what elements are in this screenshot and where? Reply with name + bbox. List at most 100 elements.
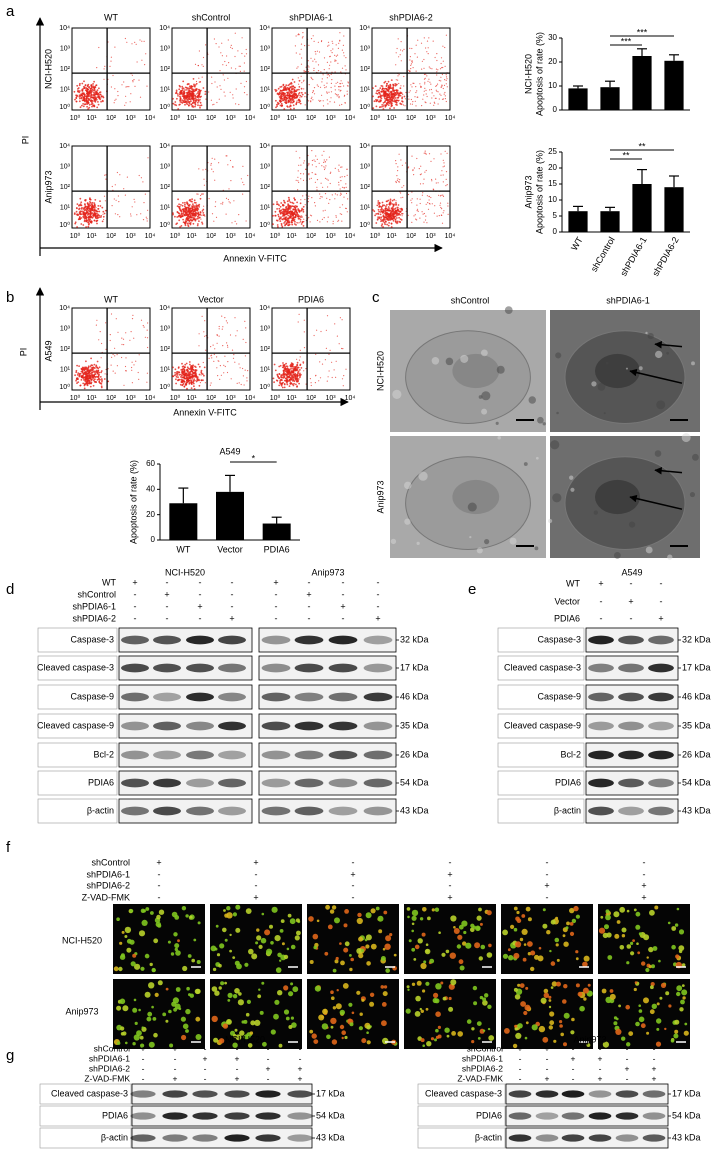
flow-dot (282, 366, 284, 368)
flow-dot (395, 215, 397, 217)
flow-dot (274, 364, 276, 366)
flow-dot (286, 222, 288, 224)
flow-dot (202, 212, 204, 214)
cell-dot (530, 951, 535, 956)
flow-dot (124, 105, 125, 106)
flow-dot (294, 90, 296, 92)
cell-dot (157, 924, 161, 928)
flow-dot (94, 364, 96, 366)
flow-dot (417, 40, 418, 41)
flow-dot (428, 209, 429, 210)
flow-dot (213, 104, 214, 105)
cell-dot (130, 909, 133, 912)
flow-dot (281, 376, 283, 378)
flow-dot (337, 95, 338, 96)
flow-dot (284, 96, 286, 98)
cell-dot (457, 935, 462, 940)
flow-dot (184, 89, 186, 91)
flow-dot (391, 94, 393, 96)
cell-dot (140, 1036, 144, 1040)
cell-dot (366, 961, 371, 966)
flow-dot (303, 173, 304, 174)
flow-dot (219, 85, 220, 86)
flow-dot (98, 87, 100, 89)
flow-x-tick-label: 10⁰ (370, 114, 381, 122)
cell-dot (516, 911, 519, 914)
cell-dot (188, 954, 192, 958)
flow-dot (417, 198, 418, 199)
flow-dot (144, 41, 145, 42)
cell-dot (185, 914, 188, 917)
tem-texture (505, 306, 513, 314)
flow-dot (433, 41, 434, 42)
flow-dot (445, 151, 446, 152)
flow-x-tick-label: 10⁰ (170, 394, 181, 402)
flow-dot (290, 108, 292, 110)
flow-dot (222, 326, 223, 327)
flow-dot (331, 91, 332, 92)
flow-dot (130, 93, 131, 94)
flow-dot (345, 183, 346, 184)
x-tick-label: shControl (589, 235, 617, 273)
flow-dot (431, 180, 432, 181)
flow-dot (225, 366, 226, 367)
flow-dot (90, 373, 92, 375)
flow-y-tick-label: 10² (160, 66, 171, 73)
cell-dot (599, 928, 605, 934)
treatment-sign: - (660, 578, 663, 588)
cell-dot (463, 931, 466, 934)
tem-texture (604, 412, 606, 414)
tem-texture (639, 366, 643, 370)
cell-dot (557, 959, 560, 962)
flow-dot (177, 371, 179, 373)
flow-dot (297, 189, 298, 190)
cell-dot (551, 961, 556, 966)
flow-dot (410, 200, 411, 201)
flow-dot (280, 212, 282, 214)
cell-dot (576, 915, 580, 919)
flow-dot (318, 86, 319, 87)
flow-dot (180, 374, 182, 376)
blot-band (588, 636, 614, 645)
cell-dot (479, 956, 483, 960)
flow-dot (444, 166, 445, 167)
flow-dot (342, 348, 343, 349)
flow-dot (115, 373, 116, 374)
flow-dot (316, 187, 317, 188)
blot-band (329, 779, 358, 788)
flow-dot (183, 381, 185, 383)
flow-dot (287, 93, 289, 95)
flow-dot (293, 197, 295, 199)
flow-dot (244, 384, 245, 385)
cell-dot (156, 915, 161, 920)
treatment-label: shPDIA6-2 (86, 880, 130, 890)
cell-dot (523, 958, 527, 962)
tem-texture (682, 433, 691, 442)
molecular-weight: 32 kDa (682, 634, 711, 644)
flow-dot (341, 214, 342, 215)
flow-dot (322, 196, 323, 197)
flow-dot (335, 168, 336, 169)
flow-dot (383, 96, 385, 98)
flow-dot (308, 100, 309, 101)
blot-band (648, 722, 674, 731)
cell-dot (181, 1017, 186, 1022)
panel-label: f (6, 839, 11, 856)
flow-dot (237, 330, 238, 331)
treatment-sign: - (275, 601, 278, 611)
column-title: PDIA6 (298, 294, 324, 304)
tem-texture (524, 462, 528, 466)
flow-dot (100, 216, 102, 218)
flow-dot (392, 216, 394, 218)
flow-dot (442, 46, 443, 47)
treatment-sign: - (134, 601, 137, 611)
flow-dot (299, 80, 301, 82)
molecular-weight: 54 kDa (400, 777, 429, 787)
flow-dot (194, 199, 196, 201)
flow-dot (105, 349, 106, 350)
flow-dot (383, 102, 385, 104)
flow-dot (304, 70, 305, 71)
cell-dot (459, 959, 464, 964)
flow-dot (401, 92, 402, 93)
flow-dot (85, 381, 87, 383)
